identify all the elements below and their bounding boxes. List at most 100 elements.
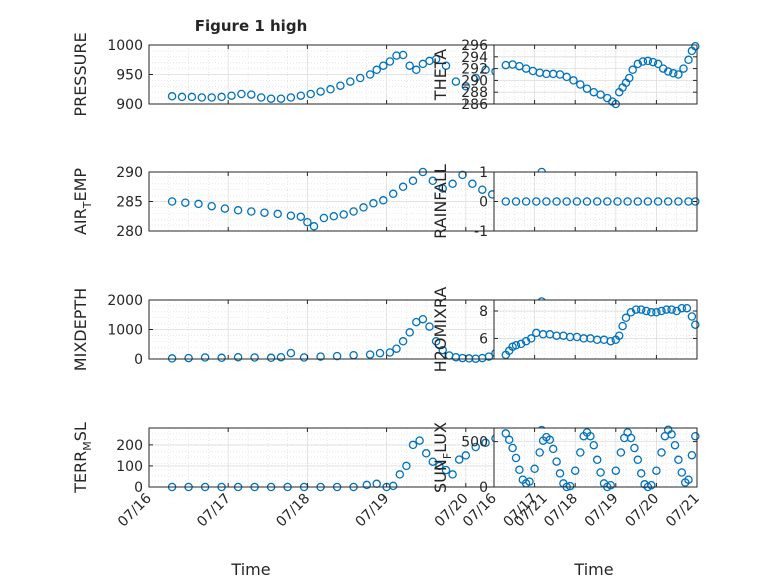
data-point bbox=[562, 72, 571, 82]
data-point bbox=[237, 89, 246, 99]
data-point bbox=[247, 207, 256, 216]
data-point bbox=[614, 331, 624, 340]
data-point bbox=[679, 64, 688, 73]
data-point bbox=[181, 198, 190, 207]
data-point bbox=[471, 442, 480, 452]
data-point bbox=[421, 449, 431, 458]
data-point bbox=[428, 176, 438, 186]
data-point bbox=[227, 91, 236, 100]
data-point bbox=[187, 92, 197, 102]
data-point bbox=[555, 469, 565, 478]
data-point bbox=[379, 61, 388, 70]
data-point bbox=[412, 65, 421, 75]
data-point bbox=[552, 197, 561, 206]
data-point bbox=[408, 176, 418, 186]
data-point bbox=[663, 67, 673, 76]
data-point bbox=[332, 351, 342, 361]
data-point bbox=[508, 443, 517, 453]
data-point bbox=[592, 197, 602, 206]
axes-box bbox=[493, 44, 698, 105]
data-series bbox=[501, 303, 700, 360]
data-point bbox=[177, 92, 187, 102]
data-point bbox=[677, 468, 687, 477]
data-point bbox=[648, 57, 658, 67]
data-point bbox=[630, 443, 639, 453]
data-point bbox=[643, 56, 653, 66]
data-point bbox=[511, 453, 521, 463]
data-point bbox=[687, 312, 697, 321]
x-tick-label: 07/18 bbox=[541, 491, 581, 531]
data-point bbox=[667, 430, 676, 439]
x-tick-label: 07/19 bbox=[353, 491, 393, 531]
data-point bbox=[448, 470, 457, 479]
data-point bbox=[365, 350, 375, 359]
data-point bbox=[392, 344, 401, 353]
data-point bbox=[653, 59, 663, 69]
data-point bbox=[207, 93, 216, 102]
y-tick-label: 288 bbox=[461, 85, 488, 101]
data-point bbox=[606, 336, 615, 346]
data-point bbox=[481, 65, 490, 75]
data-point bbox=[657, 306, 666, 316]
data-point bbox=[441, 61, 451, 70]
axes-box bbox=[493, 299, 698, 360]
data-point bbox=[662, 305, 671, 314]
data-point bbox=[402, 461, 411, 471]
y-tick-label: 100 bbox=[116, 459, 143, 475]
data-point bbox=[670, 440, 680, 450]
data-point bbox=[677, 303, 687, 313]
data-point bbox=[530, 464, 539, 474]
data-point bbox=[362, 480, 372, 490]
data-point bbox=[684, 55, 693, 65]
y-axis-label: MIXDEPTH bbox=[71, 288, 90, 371]
data-point bbox=[184, 353, 193, 363]
x-tick-label: 07/20 bbox=[622, 491, 662, 531]
y-tick-label: 286 bbox=[461, 97, 488, 113]
data-point bbox=[448, 179, 457, 189]
data-point bbox=[385, 348, 395, 357]
data-point bbox=[572, 197, 582, 206]
y-tick-label: 950 bbox=[116, 68, 143, 84]
data-point bbox=[682, 303, 692, 313]
data-point bbox=[570, 466, 580, 475]
y-axis-label: TERRMSL bbox=[71, 422, 94, 494]
data-point bbox=[395, 470, 405, 479]
data-point bbox=[405, 61, 414, 70]
data-point bbox=[565, 481, 575, 491]
data-point bbox=[511, 341, 521, 350]
data-point bbox=[535, 448, 544, 457]
data-point bbox=[233, 206, 243, 215]
data-point bbox=[207, 201, 216, 211]
data-point bbox=[501, 429, 511, 438]
data-point bbox=[582, 84, 592, 93]
data-point bbox=[276, 94, 286, 103]
data-point bbox=[346, 77, 355, 86]
data-point bbox=[329, 212, 339, 221]
data-point bbox=[273, 209, 282, 219]
x-tick-label: 07/16 bbox=[115, 490, 155, 530]
data-point bbox=[418, 314, 428, 324]
y-axis-label: AIRTEMP bbox=[71, 168, 94, 235]
y-tick-label: 500 bbox=[461, 435, 488, 451]
data-point bbox=[250, 353, 259, 362]
data-series bbox=[501, 197, 700, 206]
data-point bbox=[611, 466, 621, 475]
data-point bbox=[613, 197, 622, 206]
y-tick-label: 285 bbox=[116, 195, 143, 211]
data-point bbox=[438, 184, 447, 193]
x-tick-label: 07/19 bbox=[582, 491, 622, 531]
y-tick-label: 290 bbox=[116, 165, 143, 181]
y-tick-label: 1000 bbox=[107, 323, 143, 339]
y-axis-label: THETA bbox=[431, 49, 450, 101]
data-point bbox=[286, 211, 296, 220]
data-point bbox=[569, 76, 578, 85]
data-point bbox=[642, 306, 651, 316]
data-point bbox=[398, 337, 408, 346]
data-point bbox=[266, 94, 276, 103]
data-point bbox=[247, 90, 256, 99]
data-point bbox=[316, 352, 325, 361]
data-point bbox=[545, 435, 555, 445]
data-point bbox=[355, 73, 365, 83]
y-axis-label: H2OMIXRA bbox=[431, 287, 450, 373]
